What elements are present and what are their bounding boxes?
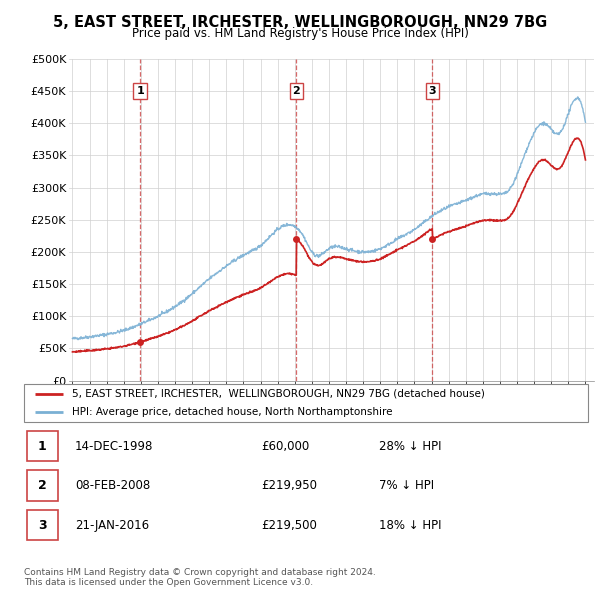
Text: Price paid vs. HM Land Registry's House Price Index (HPI): Price paid vs. HM Land Registry's House … (131, 27, 469, 40)
FancyBboxPatch shape (24, 384, 588, 422)
FancyBboxPatch shape (27, 510, 58, 540)
Text: Contains HM Land Registry data © Crown copyright and database right 2024.
This d: Contains HM Land Registry data © Crown c… (24, 568, 376, 587)
Text: 1: 1 (38, 440, 46, 453)
Text: £60,000: £60,000 (261, 440, 309, 453)
Text: 21-JAN-2016: 21-JAN-2016 (75, 519, 149, 532)
Text: 5, EAST STREET, IRCHESTER, WELLINGBOROUGH, NN29 7BG: 5, EAST STREET, IRCHESTER, WELLINGBOROUG… (53, 15, 547, 30)
Text: 08-FEB-2008: 08-FEB-2008 (75, 479, 150, 492)
Text: 7% ↓ HPI: 7% ↓ HPI (379, 479, 434, 492)
Text: 3: 3 (428, 86, 436, 96)
Text: 2: 2 (293, 86, 301, 96)
Text: 3: 3 (38, 519, 46, 532)
FancyBboxPatch shape (27, 431, 58, 461)
Text: £219,950: £219,950 (261, 479, 317, 492)
Text: 5, EAST STREET, IRCHESTER,  WELLINGBOROUGH, NN29 7BG (detached house): 5, EAST STREET, IRCHESTER, WELLINGBOROUG… (72, 389, 485, 399)
Text: HPI: Average price, detached house, North Northamptonshire: HPI: Average price, detached house, Nort… (72, 407, 392, 417)
FancyBboxPatch shape (27, 470, 58, 501)
Text: 2: 2 (38, 479, 46, 492)
Text: 18% ↓ HPI: 18% ↓ HPI (379, 519, 442, 532)
Text: 14-DEC-1998: 14-DEC-1998 (75, 440, 153, 453)
Text: 28% ↓ HPI: 28% ↓ HPI (379, 440, 442, 453)
Text: £219,500: £219,500 (261, 519, 317, 532)
Text: 1: 1 (136, 86, 144, 96)
